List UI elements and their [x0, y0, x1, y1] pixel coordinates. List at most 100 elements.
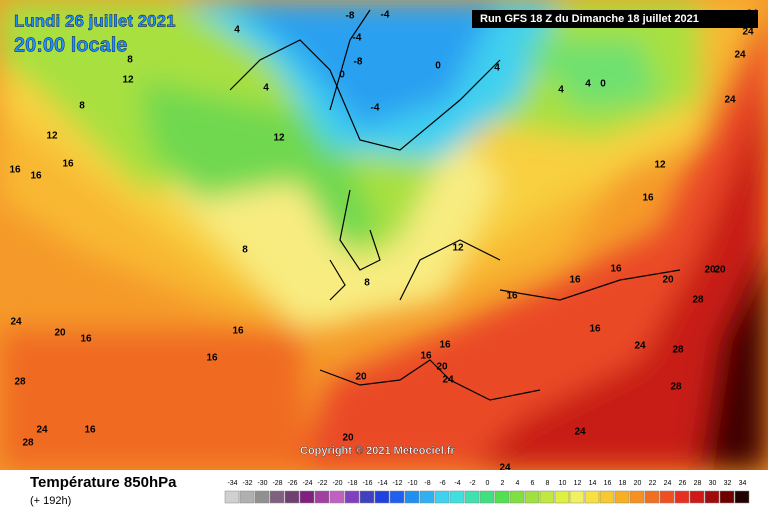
contour-label: -8 [354, 57, 363, 68]
contour-label: 0 [339, 70, 345, 81]
contour-label: 4 [558, 85, 564, 96]
contour-label: 24 [442, 375, 454, 386]
legend-swatch [314, 490, 330, 504]
contour-label: 20 [662, 275, 674, 286]
contour-label: 24 [734, 50, 746, 61]
contour-label: 20 [704, 265, 716, 276]
forecast-range: (+ 192h) [30, 495, 71, 507]
legend-swatch [269, 490, 285, 504]
legend-swatch [644, 490, 660, 504]
contour-label: 8 [127, 55, 133, 66]
legend-swatch [449, 490, 465, 504]
legend-swatch [374, 490, 390, 504]
contour-label: 16 [84, 425, 96, 436]
legend-swatch [419, 490, 435, 504]
legend-swatch [284, 490, 300, 504]
legend-tick-label: -30 [257, 480, 267, 487]
legend-tick-label: 34 [739, 480, 747, 487]
legend-tick-label: 22 [649, 480, 657, 487]
legend-swatch [674, 490, 690, 504]
legend-swatch [299, 490, 315, 504]
legend-tick-label: -22 [317, 480, 327, 487]
contour-label: 28 [14, 377, 26, 388]
legend-tick-label: 24 [664, 480, 672, 487]
legend-swatch [344, 490, 360, 504]
contour-label: 20 [714, 265, 726, 276]
legend-swatch [254, 490, 270, 504]
forecast-date: Lundi 26 juillet 2021 [14, 11, 176, 30]
legend-tick-label: -14 [377, 480, 387, 487]
contour-label: -4 [353, 33, 362, 44]
legend-tick-label: 10 [559, 480, 567, 487]
legend-swatch [734, 490, 750, 504]
contour-label: 24 [36, 425, 48, 436]
legend-tick-label: -20 [332, 480, 342, 487]
legend-swatch [629, 490, 645, 504]
contour-label: 24 [10, 317, 22, 328]
contour-label: 28 [672, 345, 684, 356]
contour-label: 28 [22, 438, 34, 449]
legend-tick-label: -28 [272, 480, 282, 487]
contour-label: -8 [346, 11, 355, 22]
run-banner [472, 10, 758, 28]
contour-label: 20 [54, 328, 66, 339]
color-legend: -34 -32 -30 -28 -26 -24 -22 -20 -18 -16 -14 -12 -10-… [224, 480, 750, 504]
contour-label: 20 [355, 372, 367, 383]
legend-swatch [524, 490, 540, 504]
contour-label: 4 [234, 25, 240, 36]
contour-label: 0 [435, 61, 441, 72]
legend-tick-label: -34 [227, 480, 237, 487]
legend-tick-label: 8 [546, 480, 550, 487]
contour-label: 8 [242, 245, 248, 256]
legend-tick-label: 18 [619, 480, 627, 487]
legend-tick-label: 14 [589, 480, 597, 487]
contour-label: 24 [634, 341, 646, 352]
contour-label: 24 [724, 95, 736, 106]
run-info: Run GFS 18 Z du Dimanche 18 juillet 2021 [480, 13, 699, 25]
legend-swatch [239, 490, 255, 504]
contour-label: 24 [742, 27, 754, 38]
legend-swatch [704, 490, 720, 504]
legend-swatch [329, 490, 345, 504]
contour-label: 20 [436, 362, 448, 373]
legend-tick-label: 12 [574, 480, 582, 487]
contour-label: 24 [499, 463, 511, 474]
legend-swatch [404, 490, 420, 504]
legend-tick-label: -26 [287, 480, 297, 487]
contour-label: 4 [494, 63, 500, 74]
contour-label: 16 [206, 353, 218, 364]
contour-label: 4 [263, 83, 269, 94]
contour-label: 16 [30, 171, 42, 182]
legend-tick-label: 6 [531, 480, 535, 487]
legend-tick-label: -12 [392, 480, 402, 487]
contour-label: 12 [654, 160, 666, 171]
legend-tick-label: 30 [709, 480, 717, 487]
legend-swatch [479, 490, 495, 504]
legend-tick-label: -16 [362, 480, 372, 487]
contour-label: 8 [364, 278, 370, 289]
contour-label: 4 [585, 79, 591, 90]
contour-label: 16 [610, 264, 622, 275]
contour-label: 20 [342, 433, 354, 444]
legend-tick-label: -32 [242, 480, 252, 487]
legend-tick-label: 2 [501, 480, 505, 487]
legend-swatch [464, 490, 480, 504]
legend-tick-label: -6 [439, 480, 445, 487]
legend-swatch [359, 490, 375, 504]
legend-tick-label: 20 [634, 480, 642, 487]
contour-label: 0 [600, 79, 606, 90]
legend-tick-label: -10 [407, 480, 417, 487]
legend-tick-label: -2 [469, 480, 475, 487]
contour-label: 12 [273, 133, 285, 144]
contour-label: 16 [9, 165, 21, 176]
legend-swatch [554, 490, 570, 504]
contour-label: -4 [371, 103, 380, 114]
legend-tick-label: 16 [604, 480, 612, 487]
legend-tick-label: -24 [302, 480, 312, 487]
contour-label: 16 [420, 351, 432, 362]
forecast-time: 20:00 locale [14, 34, 127, 56]
contour-label: 16 [569, 275, 581, 286]
